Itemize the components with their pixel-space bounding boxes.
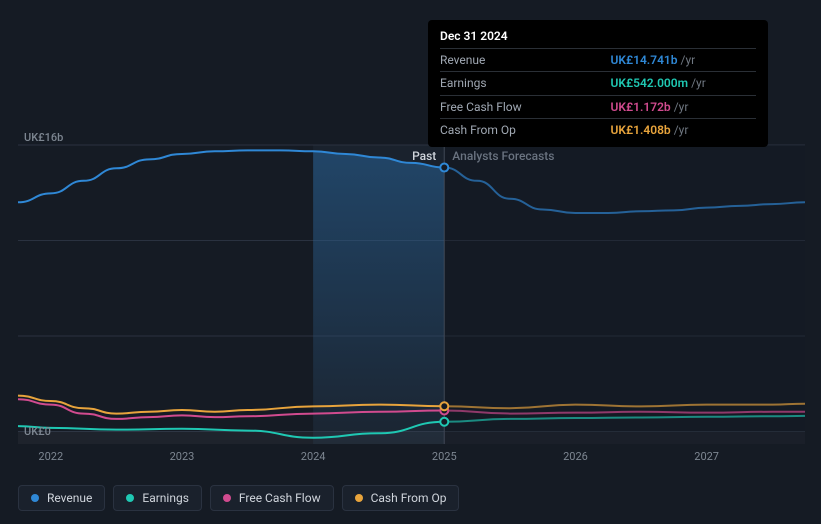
tooltip-row: Free Cash FlowUK£1.172b/yr [440,95,756,118]
tooltip-table: RevenueUK£14.741b/yrEarningsUK£542.000m/… [440,48,756,141]
tooltip-row-label: Cash From Op [440,118,611,141]
tooltip-row-value: UK£14.741b/yr [611,49,756,72]
tooltip-row-suffix: /yr [691,76,706,90]
tooltip-row-label: Free Cash Flow [440,95,611,118]
legend-item-fcf[interactable]: Free Cash Flow [210,485,334,511]
legend-swatch-icon [355,494,363,502]
legend-swatch-icon [126,494,134,502]
tooltip-row-value: UK£1.408b/yr [611,118,756,141]
legend-item-earnings[interactable]: Earnings [113,485,202,511]
tooltip-row: Cash From OpUK£1.408b/yr [440,118,756,141]
tooltip-date: Dec 31 2024 [440,28,756,48]
x-axis-label: 2023 [170,450,195,463]
tooltip-row-suffix: /yr [674,123,689,137]
legend-item-label: Earnings [142,491,189,505]
x-axis-label: 2027 [694,450,719,463]
legend-swatch-icon [223,494,231,502]
tooltip-row-suffix: /yr [681,53,696,67]
legend-item-label: Cash From Op [371,491,447,505]
tooltip-row-value: UK£542.000m/yr [611,72,756,95]
x-axis-label: 2022 [38,450,63,463]
marker-revenue [440,164,448,172]
legend: Revenue Earnings Free Cash Flow Cash From O… [18,485,459,511]
marker-earnings [440,418,448,426]
x-axis-label: 2026 [563,450,588,463]
marker-cfo [440,402,448,410]
x-axis-label: 2024 [301,450,326,463]
chart-tooltip: Dec 31 2024RevenueUK£14.741b/yrEarningsU… [428,20,768,147]
forecast-label: Analysts Forecasts [452,149,554,163]
legend-item-cfo[interactable]: Cash From Op [342,485,460,511]
y-axis-label: UK£0 [24,425,51,438]
y-axis-label: UK£16b [24,131,63,144]
tooltip-row-label: Earnings [440,72,611,95]
past-label: Past [412,149,436,163]
tooltip-row-suffix: /yr [674,100,689,114]
tooltip-row: EarningsUK£542.000m/yr [440,72,756,95]
x-axis-label: 2025 [432,450,457,463]
tooltip-row-value: UK£1.172b/yr [611,95,756,118]
legend-item-revenue[interactable]: Revenue [18,485,105,511]
legend-swatch-icon [31,494,39,502]
legend-item-label: Revenue [47,491,92,505]
tooltip-row: RevenueUK£14.741b/yr [440,49,756,72]
tooltip-row-label: Revenue [440,49,611,72]
legend-item-label: Free Cash Flow [239,491,321,505]
